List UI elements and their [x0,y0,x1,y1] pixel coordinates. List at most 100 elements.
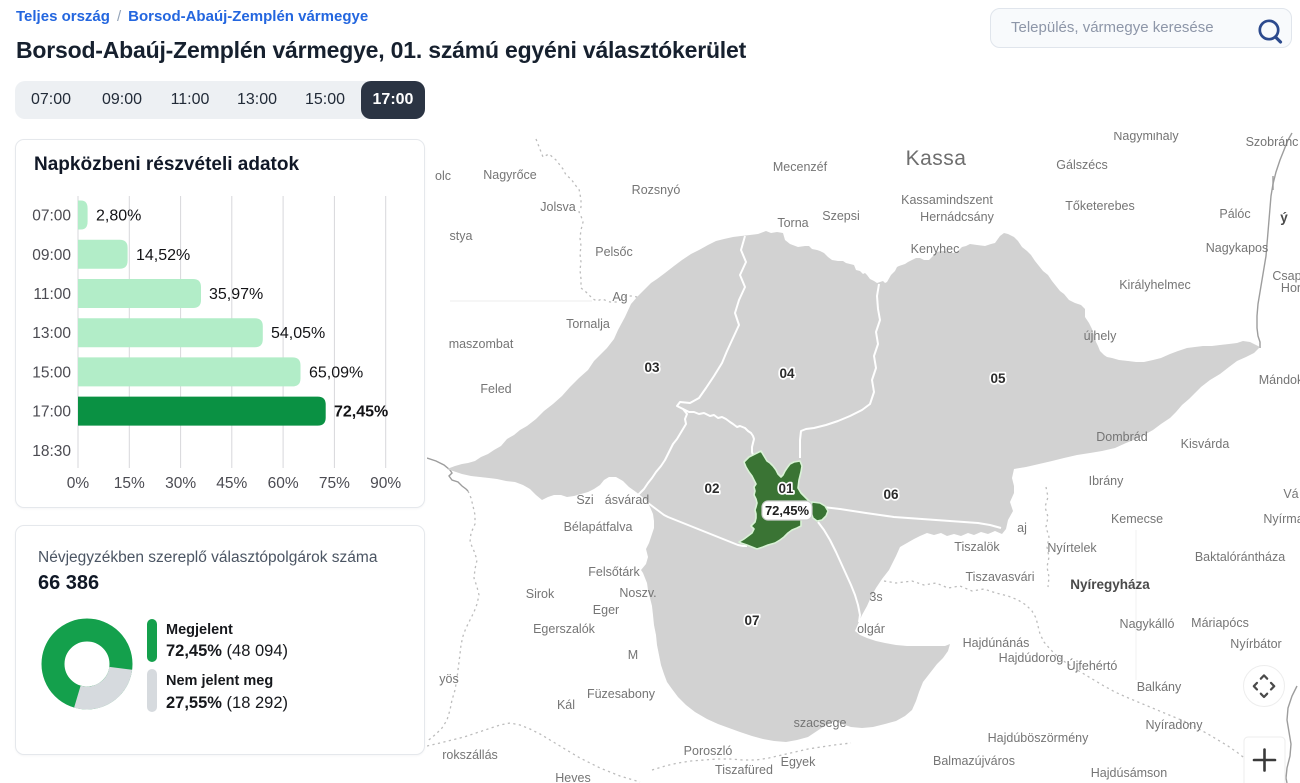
svg-text:maszombat: maszombat [449,337,514,351]
svg-text:Kenyhec: Kenyhec [911,242,960,256]
svg-text:09:00: 09:00 [32,247,71,264]
svg-text:Torna: Torna [777,216,808,230]
svg-text:Poroszló: Poroszló [684,744,733,758]
svg-text:15:00: 15:00 [32,364,71,381]
svg-text:Tőketerebes: Tőketerebes [1065,199,1134,213]
svg-text:ý: ý [1280,210,1288,225]
svg-text:Eger: Eger [593,603,619,617]
svg-text:3s: 3s [869,590,882,604]
svg-text:újhely: újhely [1084,329,1117,343]
svg-text:Balkány: Balkány [1137,680,1182,694]
svg-text:Jolsva: Jolsva [540,200,575,214]
svg-text:Sirok: Sirok [526,587,555,601]
svg-text:Kemecse: Kemecse [1111,512,1163,526]
svg-text:Csap: Csap [1272,269,1300,283]
svg-text:Hajdúnánás: Hajdúnánás [963,636,1030,650]
svg-text:Újfehértó: Újfehértó [1067,658,1118,673]
svg-text:M: M [628,648,638,662]
svg-text:aj: aj [1017,521,1027,535]
svg-text:30%: 30% [165,475,196,492]
svg-text:Nyíradony: Nyíradony [1146,718,1204,732]
svg-text:01: 01 [778,481,794,496]
svg-text:Mándok: Mándok [1259,373,1300,387]
svg-text:rokszállás: rokszállás [442,748,498,762]
svg-text:Nyíregyháza: Nyíregyháza [1070,577,1150,592]
svg-text:olgár: olgár [857,622,885,636]
svg-text:Hernádcsány: Hernádcsány [920,210,994,224]
svg-text:Királyhelmec: Királyhelmec [1119,278,1191,292]
svg-text:Tiszafüred: Tiszafüred [715,763,773,777]
svg-text:07: 07 [744,613,759,628]
svg-text:Noszv.: Noszv. [619,586,656,600]
svg-text:Balmazújváros: Balmazújváros [933,754,1015,768]
svg-text:54,05%: 54,05% [271,325,325,342]
svg-text:18:30: 18:30 [32,443,71,460]
svg-text:60%: 60% [268,475,299,492]
svg-text:Feled: Feled [480,382,511,396]
svg-text:2,80%: 2,80% [96,208,141,225]
svg-text:17:00: 17:00 [32,404,71,421]
svg-text:75%: 75% [319,475,350,492]
svg-text:Bélapátfalva: Bélapátfalva [564,520,633,534]
svg-text:05: 05 [990,371,1006,386]
svg-text:Kál: Kál [557,698,575,712]
svg-text:0%: 0% [67,475,90,492]
svg-text:Felsőtárk: Felsőtárk [588,565,640,579]
svg-text:Tiszalök: Tiszalök [954,540,1000,554]
svg-text:Nyírtelek: Nyírtelek [1047,541,1097,555]
svg-text:Vá: Vá [1283,487,1298,501]
svg-text:Füzesabony: Füzesabony [587,687,656,701]
svg-text:35,97%: 35,97% [209,286,263,303]
svg-text:Dombrád: Dombrád [1096,430,1147,444]
svg-text:Mecenzéf: Mecenzéf [773,160,828,174]
svg-text:Szepsi: Szepsi [822,209,860,223]
svg-text:Kassamindszent: Kassamindszent [901,193,993,207]
svg-text:Nyírmad: Nyírmad [1263,512,1300,526]
svg-text:07:00: 07:00 [32,208,71,225]
svg-text:02: 02 [704,481,719,496]
svg-text:Nagykapos: Nagykapos [1206,241,1269,255]
svg-text:Hajdúdorog: Hajdúdorog [999,651,1064,665]
svg-text:stya: stya [450,229,473,243]
svg-text:Tornalja: Tornalja [566,317,610,331]
svg-text:14,52%: 14,52% [136,247,190,264]
svg-text:Ibrány: Ibrány [1089,474,1124,488]
svg-text:04: 04 [779,366,795,381]
svg-text:15%: 15% [114,475,145,492]
svg-text:72,45%: 72,45% [765,503,810,518]
svg-text:Máriapócs: Máriapócs [1191,616,1249,630]
svg-text:Rozsnyó: Rozsnyó [632,183,681,197]
svg-text:90%: 90% [370,475,401,492]
svg-text:11:00: 11:00 [33,286,71,303]
svg-text:Egerszalók: Egerszalók [533,622,596,636]
svg-text:Pelsőc: Pelsőc [595,245,633,259]
svg-text:Szobránc: Szobránc [1246,135,1299,149]
svg-text:Szi: Szi [576,493,593,507]
svg-text:Pálóc: Pálóc [1219,207,1250,221]
svg-text:Kisvárda: Kisvárda [1181,437,1230,451]
svg-text:Heves: Heves [555,771,590,783]
svg-text:szacsege: szacsege [794,716,847,730]
svg-text:Nagymihály: Nagymihály [1113,132,1179,143]
svg-text:Gálszécs: Gálszécs [1056,158,1107,172]
svg-text:ásvárad: ásvárad [605,493,650,507]
svg-text:72,45%: 72,45% [334,404,388,421]
svg-text:Hajdúböszörmény: Hajdúböszörmény [988,731,1089,745]
svg-text:Hajdúsámson: Hajdúsámson [1091,766,1167,780]
svg-text:Ag: Ag [612,290,627,304]
svg-text:06: 06 [883,487,899,502]
svg-text:03: 03 [644,360,660,375]
svg-text:Nyírbátor: Nyírbátor [1230,637,1281,651]
svg-text:Nagyrőce: Nagyrőce [483,168,537,182]
svg-text:Kassa: Kassa [906,147,967,170]
svg-text:Nagykálló: Nagykálló [1120,617,1175,631]
svg-text:olc: olc [435,169,451,183]
svg-text:Baktalórántháza: Baktalórántháza [1195,550,1285,564]
svg-text:yös: yös [439,672,458,686]
svg-text:45%: 45% [216,475,247,492]
svg-text:13:00: 13:00 [32,325,71,342]
svg-text:Hor: Hor [1281,281,1300,295]
svg-text:65,09%: 65,09% [309,364,363,381]
svg-text:Egyek: Egyek [781,755,816,769]
svg-text:Tiszavasvári: Tiszavasvári [966,570,1035,584]
